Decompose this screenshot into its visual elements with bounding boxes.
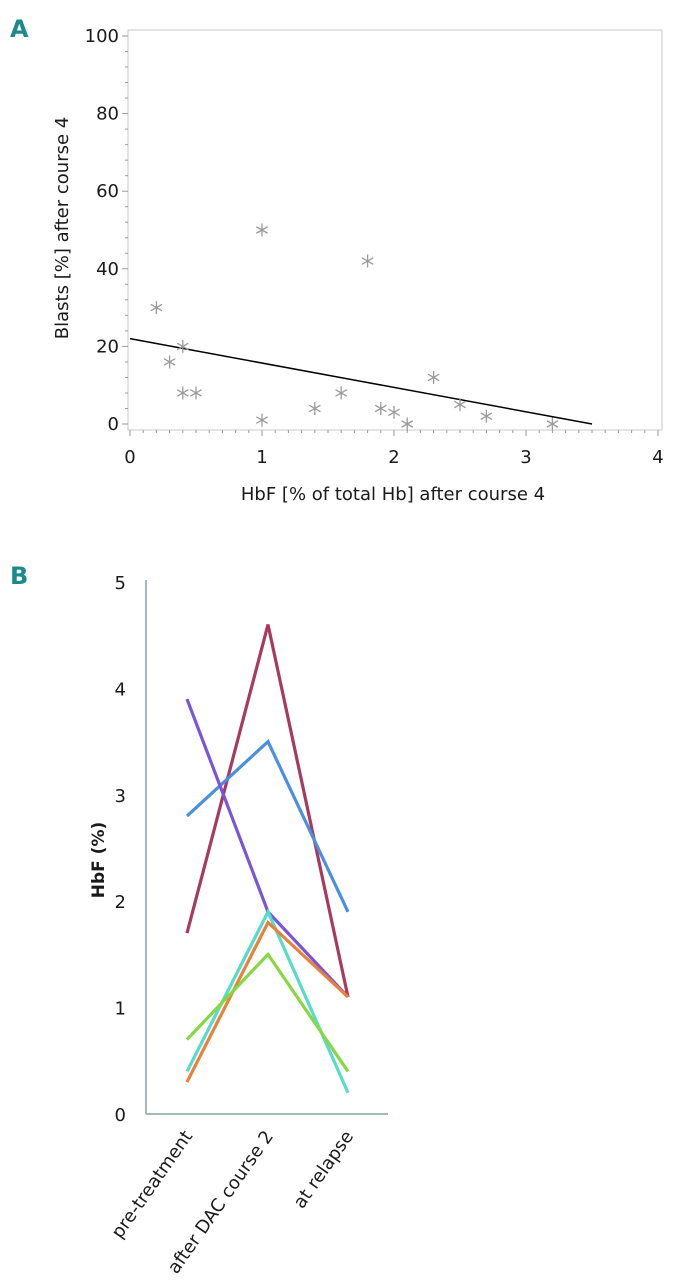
scatter-point — [401, 417, 414, 431]
scatter-point — [256, 413, 268, 427]
series-line-1 — [185, 624, 350, 998]
scatter-point — [190, 386, 202, 400]
series-line-4 — [185, 908, 350, 1094]
x-category-label: at relapse — [289, 1127, 358, 1213]
trendline — [129, 337, 593, 425]
scatter-point — [256, 223, 268, 237]
x-tick-label: 4 — [652, 447, 663, 468]
y-tick-label: 3 — [115, 786, 126, 807]
x-tick-label: 1 — [256, 447, 267, 468]
y-tick-labels-b: 0 1 2 3 4 5 — [115, 573, 126, 1126]
x-axis-title-a: HbF [% of total Hb] after course 4 — [241, 484, 545, 505]
x-tick-labels-a: 0 1 2 3 4 — [124, 447, 663, 468]
x-tick-label: 3 — [520, 447, 531, 468]
y-tick-label: 2 — [115, 892, 126, 913]
x-category-label: pre-treatment — [107, 1127, 197, 1243]
series-lines — [185, 624, 350, 1094]
scatter-point — [176, 339, 189, 353]
scatter-point — [150, 301, 163, 315]
y-tick-label: 5 — [115, 573, 126, 594]
plot-frame-a — [127, 29, 663, 431]
scatter-point — [454, 398, 466, 412]
series-line-2 — [185, 738, 350, 913]
scatter-chart-panel-a: 0 1 2 3 4 0 20 40 60 80 100 HbF [% of total Hb] a… — [52, 26, 664, 505]
y-minor-ticks-a — [122, 35, 128, 425]
scatter-point — [361, 254, 374, 268]
y-tick-label: 20 — [96, 336, 119, 357]
scatter-point — [546, 417, 559, 431]
x-minor-ticks-a — [129, 430, 659, 436]
y-axis-title-b: HbF (%) — [89, 822, 109, 899]
y-tick-label: 80 — [96, 104, 119, 125]
scatter-points — [150, 223, 559, 431]
y-tick-label: 100 — [85, 26, 119, 47]
scatter-point — [163, 355, 176, 369]
y-tick-label: 4 — [115, 679, 126, 700]
scatter-point — [480, 409, 493, 423]
panel-b-letter: B — [10, 562, 28, 590]
y-axis-title-a: Blasts [%] after course 4 — [52, 117, 73, 339]
scatter-point — [374, 401, 387, 415]
y-tick-label: 40 — [96, 259, 119, 280]
scatter-point — [176, 386, 189, 400]
y-tick-labels-a: 0 20 40 60 80 100 — [85, 26, 119, 435]
scatter-point — [308, 401, 321, 415]
series-line-5 — [185, 919, 350, 1083]
scatter-point — [427, 370, 440, 384]
y-tick-label: 1 — [115, 999, 126, 1020]
scatter-point — [388, 405, 400, 419]
scatter-point — [335, 386, 348, 400]
x-tick-label: 2 — [388, 447, 399, 468]
y-tick-label: 0 — [108, 414, 119, 435]
panel-a-letter: A — [10, 15, 29, 43]
y-tick-label: 0 — [115, 1105, 126, 1126]
x-tick-label: 0 — [124, 447, 135, 468]
y-tick-label: 60 — [96, 181, 119, 202]
series-line-6 — [185, 951, 350, 1073]
